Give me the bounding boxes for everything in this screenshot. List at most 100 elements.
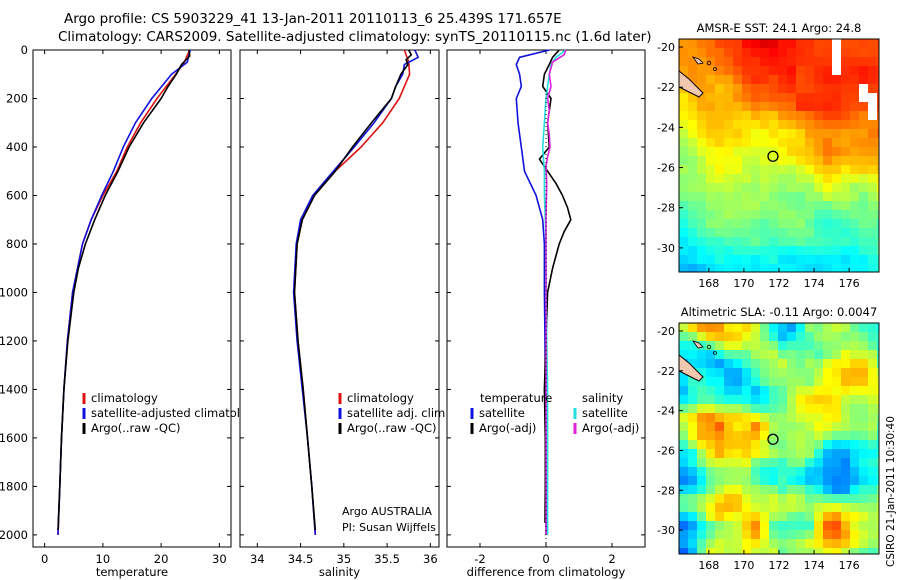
heatmap-cell (733, 440, 743, 450)
heatmap-cell (733, 503, 743, 513)
heatmap-cell (796, 165, 806, 175)
heatmap-cell (796, 512, 806, 522)
heatmap-cell (787, 377, 797, 387)
heatmap-cell (751, 467, 761, 477)
heatmap-cell (715, 494, 725, 504)
heatmap-cell (850, 332, 860, 342)
heatmap-cell (877, 395, 880, 405)
heatmap-cell (778, 57, 788, 67)
heatmap-cell (832, 156, 842, 166)
heatmap-cell (778, 111, 788, 121)
heatmap-cell (805, 39, 815, 49)
heatmap-cell (706, 183, 716, 193)
heatmap-cell (877, 422, 880, 432)
heatmap-cell (823, 111, 833, 121)
heatmap-cell (868, 66, 878, 76)
x-tick-label: 172 (769, 559, 790, 572)
island-small (706, 60, 712, 66)
heatmap-cell (841, 219, 851, 229)
heatmap-cell (823, 467, 833, 477)
heatmap-cell (877, 174, 880, 184)
heatmap-cell (742, 485, 752, 495)
heatmap-cell (778, 494, 788, 504)
heatmap-cell (688, 467, 698, 477)
heatmap-cell (778, 530, 788, 540)
heatmap-cell (868, 48, 878, 58)
heatmap-cell (850, 512, 860, 522)
heatmap-cell (850, 39, 860, 49)
heatmap-cell (706, 350, 716, 360)
heatmap-cell (868, 395, 878, 405)
heatmap-cell (751, 138, 761, 148)
heatmap-cell (859, 66, 869, 76)
heatmap-cell (814, 431, 824, 441)
heatmap-cell (679, 404, 689, 414)
heatmap-cell (679, 120, 689, 130)
heatmap-cell (769, 530, 779, 540)
heatmap-cell (715, 422, 725, 432)
heatmap-cell (769, 359, 779, 369)
heatmap-cell (742, 341, 752, 351)
heatmap-cell (706, 422, 716, 432)
heatmap-cell (724, 201, 734, 211)
heatmap-cell (706, 129, 716, 139)
heatmap-cell (859, 539, 869, 549)
heatmap-cell (814, 246, 824, 256)
heatmap-cell (715, 413, 725, 423)
heatmap-cell (706, 467, 716, 477)
heatmap-cell (778, 192, 788, 202)
heatmap-cell (706, 246, 716, 256)
heatmap-cell (724, 93, 734, 103)
heatmap-cell (724, 431, 734, 441)
heatmap-cell (751, 192, 761, 202)
heatmap-cell (841, 458, 851, 468)
heatmap-cell (751, 521, 761, 531)
heatmap-cell (751, 404, 761, 414)
heatmap-cell (688, 476, 698, 486)
heatmap-cell (823, 75, 833, 85)
heatmap-cell (769, 512, 779, 522)
heatmap-cell (688, 332, 698, 342)
heatmap-cell (805, 485, 815, 495)
heatmap-cell (841, 102, 851, 112)
heatmap-cell (688, 449, 698, 459)
heatmap-cell (751, 431, 761, 441)
heatmap-cell (706, 156, 716, 166)
heatmap-cell (724, 66, 734, 76)
heatmap-cell (688, 219, 698, 229)
figure-title-line-1: Argo profile: CS 5903229_41 13-Jan-2011 … (64, 11, 562, 27)
heatmap-cell (760, 66, 770, 76)
heatmap-cell (832, 431, 842, 441)
heatmap-cell (733, 39, 743, 49)
heatmap-cell (868, 350, 878, 360)
heatmap-cell (868, 156, 878, 166)
argo-float-marker (767, 433, 779, 445)
heatmap-cell (679, 156, 689, 166)
heatmap-cell (832, 521, 842, 531)
heatmap-cell (724, 377, 734, 387)
heatmap-cell (859, 210, 869, 220)
heatmap-cell (859, 183, 869, 193)
heatmap-cell (805, 147, 815, 157)
heatmap-cell (823, 147, 833, 157)
heatmap-cell (814, 129, 824, 139)
heatmap-cell (814, 156, 824, 166)
heatmap-cell (706, 521, 716, 531)
heatmap-cell (769, 111, 779, 121)
heatmap-cell (724, 174, 734, 184)
heatmap-cell (859, 255, 869, 265)
heatmap-cell (787, 350, 797, 360)
heatmap-cell (796, 539, 806, 549)
heatmap-cell (832, 66, 842, 76)
heatmap-cell (778, 350, 788, 360)
heatmap-cell (715, 156, 725, 166)
heatmap-cell (859, 84, 869, 94)
heatmap-cell (859, 413, 869, 423)
heatmap-cell (823, 66, 833, 76)
heatmap-cell (679, 386, 689, 396)
heatmap-cell (688, 485, 698, 495)
heatmap-cell (787, 332, 797, 342)
heatmap-cell (679, 102, 689, 112)
heatmap-cell (724, 422, 734, 432)
heatmap-cell (751, 332, 761, 342)
